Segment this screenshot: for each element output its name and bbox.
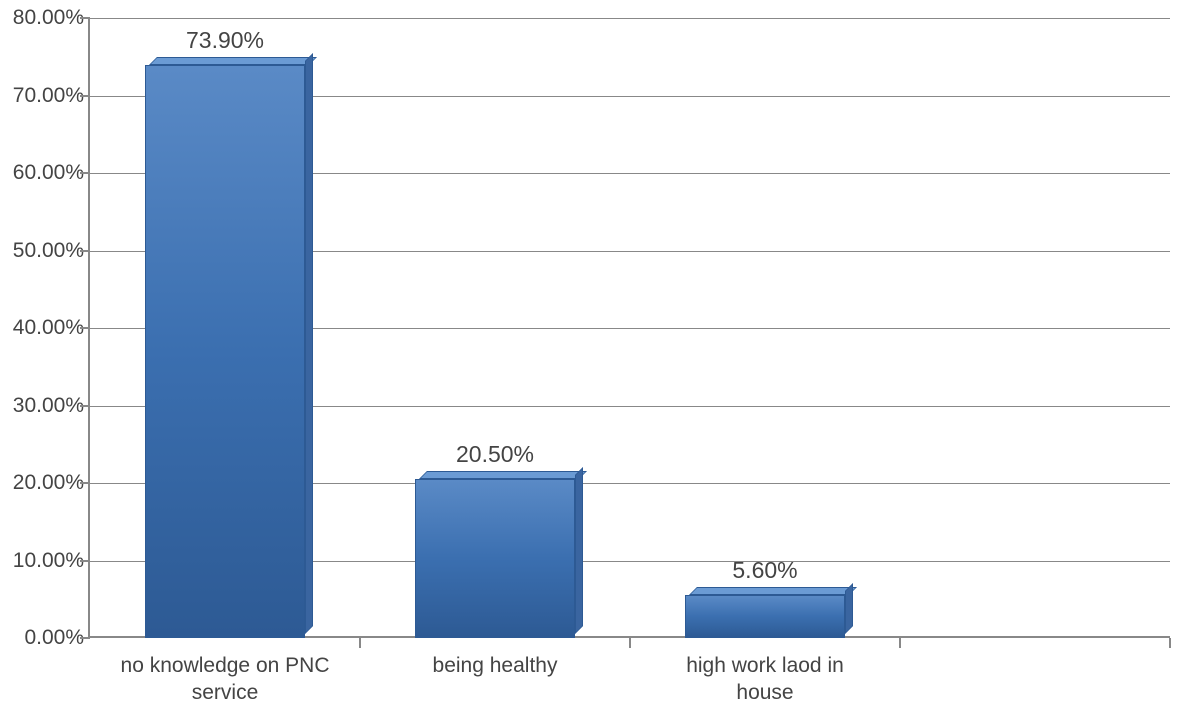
y-tick-mark [80,172,90,174]
bar-side [845,583,853,634]
bar-top [419,471,587,479]
y-tick-label: 0.00% [4,626,84,650]
y-tick-label: 40.00% [4,316,84,340]
x-category-label: no knowledge on PNCservice [90,652,360,707]
y-tick-mark [80,637,90,639]
bar-top [149,57,317,65]
bar-chart: 0.00% 10.00% 20.00% 30.00% 40.00% 50.00% 60.00… [0,0,1182,727]
bar-side [305,53,313,634]
x-category-label: being healthy [360,652,630,679]
y-tick-mark [80,95,90,97]
bar-face [415,479,575,638]
x-category-label: high work laod inhouse [630,652,900,707]
y-tick-label: 50.00% [4,239,84,263]
y-tick-mark [80,327,90,329]
y-tick-mark [80,250,90,252]
bar-face [145,65,305,638]
y-tick-label: 30.00% [4,394,84,418]
bar [415,479,575,638]
y-tick-label: 70.00% [4,84,84,108]
bar [685,595,845,638]
bar-face [685,595,845,638]
bar [145,65,305,638]
y-tick-label: 20.00% [4,471,84,495]
bar-top [689,587,857,595]
gridline [90,18,1170,19]
x-tick-mark [629,638,631,648]
y-tick-label: 80.00% [4,6,84,30]
data-label: 73.90% [186,27,264,54]
y-tick-mark [80,482,90,484]
data-label: 5.60% [732,557,797,584]
x-tick-mark [1169,638,1171,648]
bar-side [575,467,583,634]
y-tick-label: 60.00% [4,161,84,185]
y-tick-mark [80,560,90,562]
data-label: 20.50% [456,441,534,468]
x-tick-mark [899,638,901,648]
y-tick-mark [80,17,90,19]
y-tick-label: 10.00% [4,549,84,573]
x-tick-mark [359,638,361,648]
y-tick-mark [80,405,90,407]
